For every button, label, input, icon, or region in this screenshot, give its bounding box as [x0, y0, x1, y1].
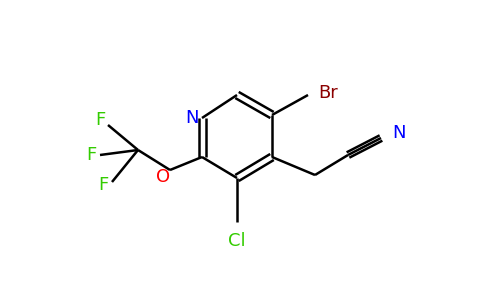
Text: Cl: Cl [228, 232, 246, 250]
Text: F: F [95, 111, 105, 129]
Text: O: O [156, 168, 170, 186]
Text: F: F [98, 176, 108, 194]
Text: N: N [392, 124, 406, 142]
Text: F: F [86, 146, 96, 164]
Text: Br: Br [318, 84, 338, 102]
Text: N: N [185, 109, 199, 127]
